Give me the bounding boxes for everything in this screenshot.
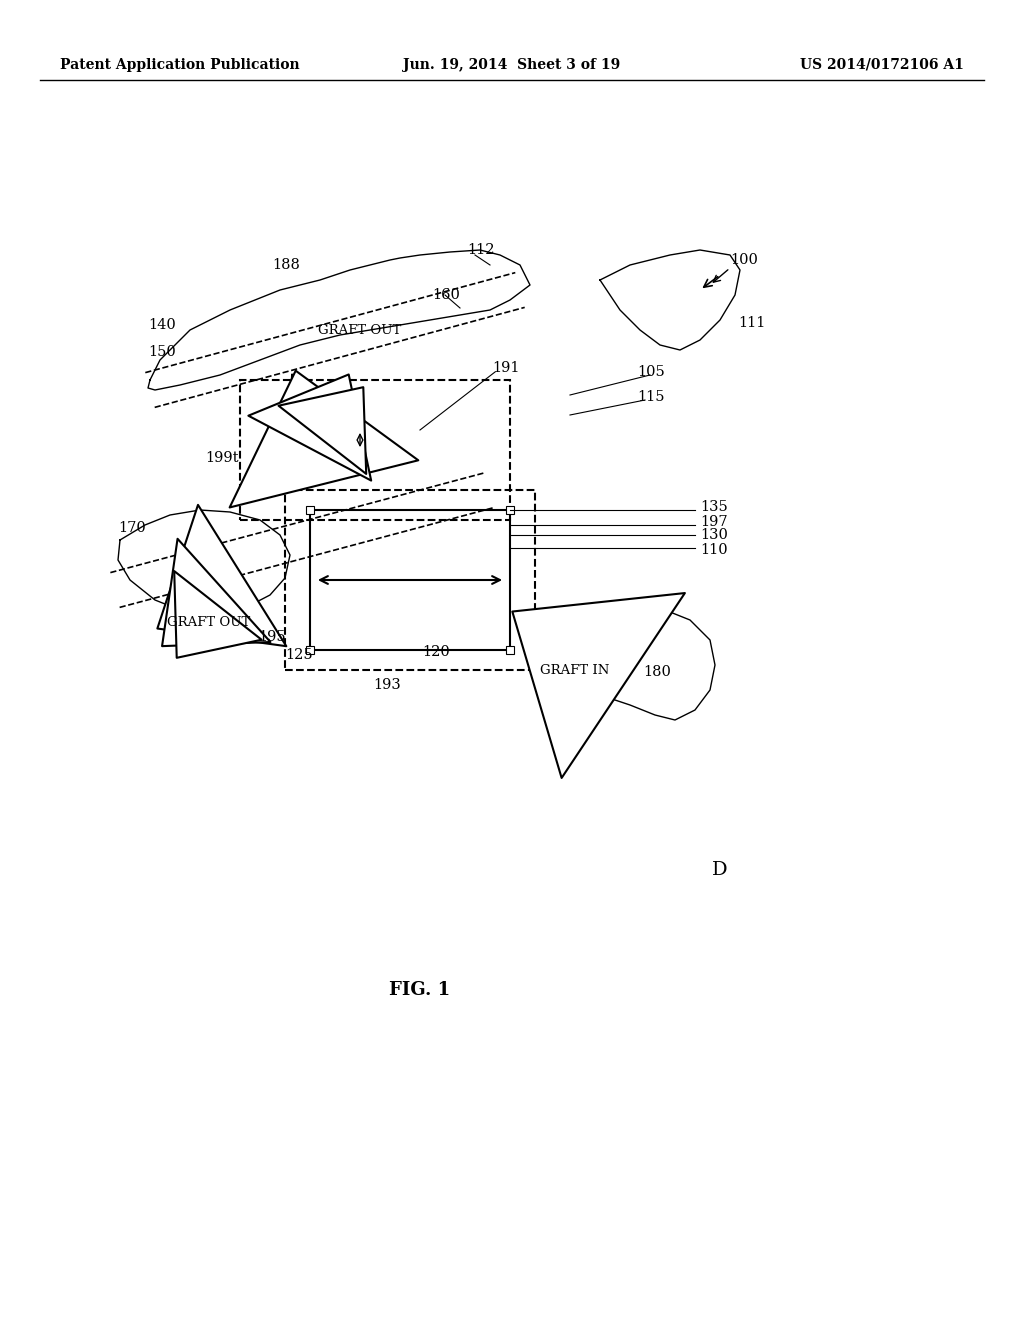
Text: US 2014/0172106 A1: US 2014/0172106 A1 [800,58,964,73]
Bar [285,490,535,671]
Text: 115: 115 [637,389,665,404]
Text: 120: 120 [422,645,450,659]
Text: FIG. 1: FIG. 1 [389,981,451,999]
Text: 193: 193 [373,678,400,692]
Text: 188: 188 [272,257,300,272]
Text: 100: 100 [730,253,758,267]
Text: D: D [712,861,728,879]
Text: GRAFT OUT: GRAFT OUT [167,615,250,628]
Text: 111: 111 [738,315,765,330]
Bar [310,510,510,649]
Bar [506,645,514,653]
Text: 195: 195 [258,630,286,644]
Text: 140: 140 [148,318,176,333]
Text: 112: 112 [467,243,495,257]
Text: 150: 150 [148,345,176,359]
Bar [240,380,510,520]
Text: 135: 135 [700,500,728,513]
Text: 180: 180 [643,665,671,678]
Bar [306,645,314,653]
Text: 130: 130 [700,528,728,543]
Text: 105: 105 [637,366,665,379]
Text: 199t: 199t [205,451,239,465]
Text: GRAFT IN: GRAFT IN [540,664,609,677]
Text: 170: 170 [118,521,145,535]
Text: Patent Application Publication: Patent Application Publication [60,58,300,73]
Text: 110: 110 [700,543,728,557]
Bar [506,506,514,513]
Bar [306,506,314,513]
Text: 191: 191 [492,360,519,375]
Text: GRAFT OUT: GRAFT OUT [318,323,401,337]
Text: 197: 197 [700,515,728,529]
Text: 125: 125 [285,648,312,663]
Text: Jun. 19, 2014  Sheet 3 of 19: Jun. 19, 2014 Sheet 3 of 19 [403,58,621,73]
Text: 160: 160 [432,288,460,302]
